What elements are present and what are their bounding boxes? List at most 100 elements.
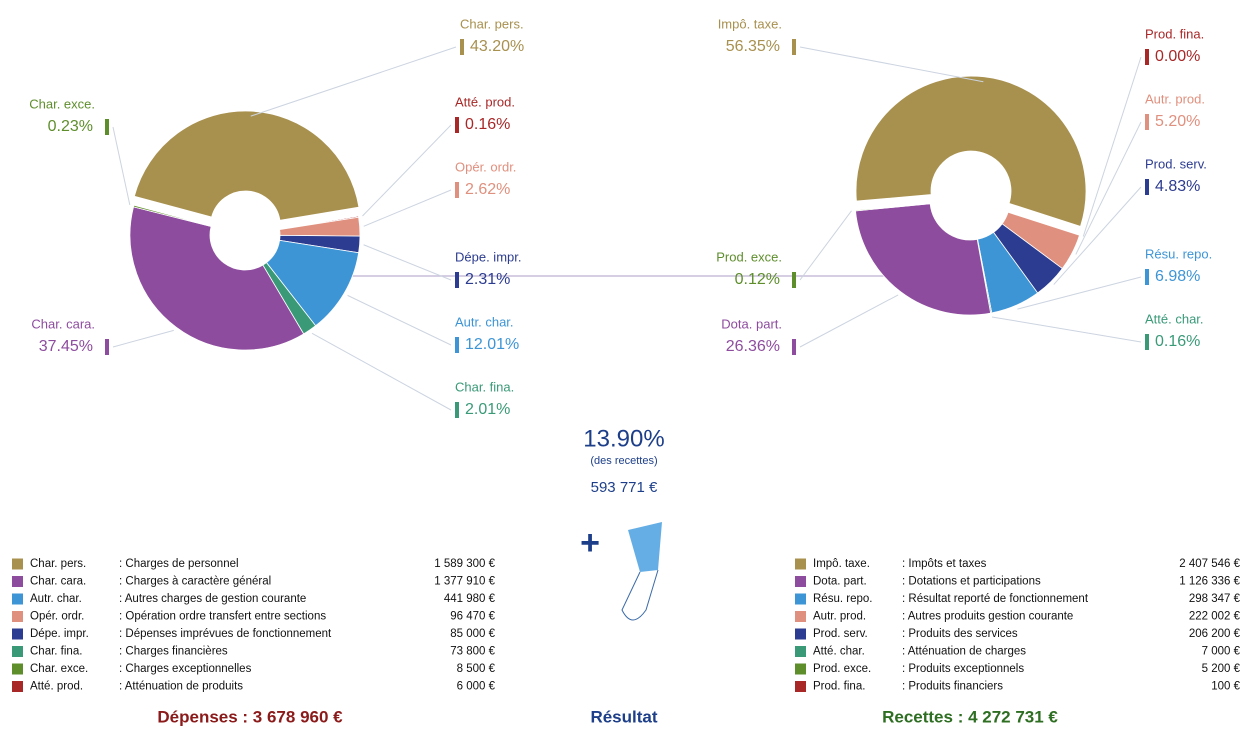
legend-swatch — [795, 663, 806, 675]
pie-slice — [855, 203, 992, 316]
legend-desc: : Charges exceptionnelles — [119, 663, 252, 675]
slice-percent: 0.16% — [465, 116, 510, 133]
slice-percent: 2.01% — [465, 401, 510, 418]
legend-short: Opér. ordr. — [30, 611, 84, 623]
result-note: (des recettes) — [590, 455, 657, 467]
result-icon — [628, 522, 662, 572]
slice-swatch — [1145, 269, 1149, 285]
slice-name: Opér. ordr. — [455, 159, 516, 174]
legend-short: Résu. repo. — [813, 593, 872, 605]
legend-desc: : Autres charges de gestion courante — [119, 593, 306, 605]
slice-swatch — [455, 337, 459, 353]
result-percent: 13.90% — [583, 425, 664, 452]
slice-swatch — [1145, 114, 1149, 130]
legend-amount: 5 200 € — [1202, 663, 1241, 675]
legend-amount: 2 407 546 € — [1179, 558, 1240, 570]
legend-swatch — [12, 611, 23, 622]
legend-swatch — [795, 611, 806, 622]
legend-short: Dota. part. — [813, 576, 867, 588]
legend-short: Prod. fina. — [813, 681, 865, 693]
slice-percent: 2.31% — [465, 271, 510, 288]
legend-desc: : Produits des services — [902, 628, 1018, 640]
slice-swatch — [1145, 179, 1149, 195]
slice-name: Autr. char. — [455, 314, 514, 329]
legend-short: Atté. prod. — [30, 681, 83, 693]
slice-swatch — [105, 339, 109, 355]
legend-short: Autr. prod. — [813, 611, 866, 623]
legend-swatch — [12, 628, 23, 640]
slice-percent: 4.83% — [1155, 178, 1200, 195]
slice-name: Char. cara. — [31, 316, 95, 331]
slice-percent: 5.20% — [1155, 113, 1200, 130]
legend-amount: 8 500 € — [457, 663, 496, 675]
leader-line — [1082, 56, 1142, 237]
legend-desc: : Charges de personnel — [119, 558, 239, 570]
leader-line — [112, 126, 131, 206]
legend-amount: 73 800 € — [450, 646, 495, 658]
legend-amount: 6 000 € — [457, 681, 496, 693]
legend-short: Char. exce. — [30, 663, 88, 675]
leader-line — [347, 294, 452, 346]
pie-slice — [133, 110, 360, 221]
slice-percent: 43.20% — [470, 38, 524, 55]
pie-slice — [133, 204, 212, 227]
slice-swatch — [460, 39, 464, 55]
legend-swatch — [795, 628, 806, 640]
slice-swatch — [455, 117, 459, 133]
legend-desc: : Impôts et taxes — [902, 558, 987, 570]
slice-name: Dota. part. — [721, 316, 782, 331]
legend-swatch — [12, 558, 23, 570]
pie-slice — [855, 203, 931, 212]
legend-desc: : Opération ordre transfert entre sectio… — [119, 611, 326, 623]
legend-amount: 96 470 € — [450, 611, 495, 623]
slice-percent: 0.12% — [735, 271, 780, 288]
legend-short: Prod. serv. — [813, 628, 868, 640]
slice-name: Char. pers. — [460, 16, 524, 31]
slice-name: Prod. serv. — [1145, 156, 1207, 171]
result-amount: 593 771 € — [591, 479, 658, 496]
slice-percent: 12.01% — [465, 336, 519, 353]
slice-percent: 56.35% — [726, 38, 780, 55]
legend-desc: : Charges à caractère général — [119, 576, 271, 588]
legend-amount: 222 002 € — [1189, 611, 1241, 623]
legend-short: Atté. char. — [813, 646, 865, 658]
slice-percent: 6.98% — [1155, 268, 1200, 285]
slice-name: Char. exce. — [29, 96, 95, 111]
legend-swatch — [795, 593, 806, 605]
leader-line — [799, 46, 984, 83]
legend-short: Prod. exce. — [813, 663, 871, 675]
legend-amount: 100 € — [1211, 681, 1240, 693]
pie-slice — [279, 216, 361, 237]
legend-amount: 298 347 € — [1189, 593, 1241, 605]
slice-percent: 0.00% — [1155, 48, 1200, 65]
leader-line — [363, 244, 452, 281]
slice-swatch — [105, 119, 109, 135]
slice-swatch — [792, 39, 796, 55]
leader-line — [250, 46, 457, 117]
legend-desc: : Résultat reporté de fonctionnement — [902, 593, 1089, 605]
legend-desc: : Produits exceptionnels — [902, 663, 1024, 675]
legend-swatch — [12, 576, 23, 587]
legend-amount: 1 377 910 € — [434, 576, 495, 588]
leader-line — [363, 189, 452, 227]
legend-short: Char. pers. — [30, 558, 86, 570]
legend-desc: : Autres produits gestion courante — [902, 611, 1073, 623]
leader-line — [799, 294, 899, 348]
slice-swatch — [455, 272, 459, 288]
slice-name: Résu. repo. — [1145, 246, 1212, 261]
legend-swatch — [12, 681, 23, 692]
slice-swatch — [792, 339, 796, 355]
slice-swatch — [792, 272, 796, 288]
leader-line — [112, 329, 174, 348]
leader-line — [991, 316, 1142, 343]
leader-line — [1053, 186, 1142, 285]
legend-amount: 85 000 € — [450, 628, 495, 640]
legend-swatch — [795, 646, 806, 657]
slice-swatch — [1145, 334, 1149, 350]
slice-percent: 37.45% — [39, 338, 93, 355]
slice-name: Dépe. impr. — [455, 249, 521, 264]
legend-short: Char. fina. — [30, 646, 82, 658]
legend-amount: 7 000 € — [1202, 646, 1241, 658]
legend-desc: : Dépenses imprévues de fonctionnement — [119, 628, 332, 640]
legend-desc: : Dotations et participations — [902, 576, 1041, 588]
